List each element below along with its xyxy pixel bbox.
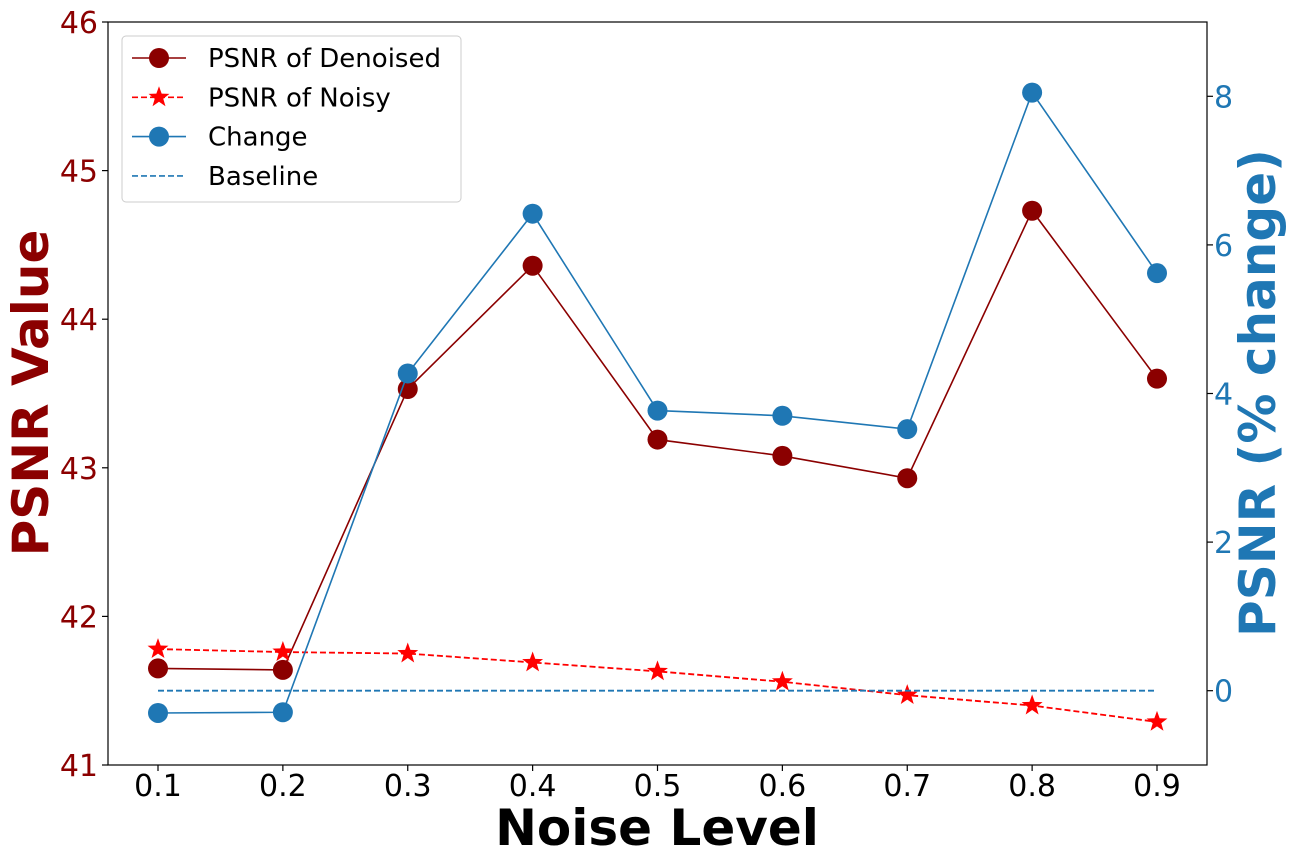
x-tick-label: 0.3 xyxy=(384,769,432,804)
data-point-change xyxy=(148,702,168,723)
data-point-change xyxy=(1022,82,1043,103)
data-point-change xyxy=(397,363,418,384)
right-y-tick-label: 2 xyxy=(1214,526,1233,561)
x-tick-label: 0.2 xyxy=(259,769,307,804)
x-axis-title: Noise Level xyxy=(495,799,819,857)
data-point-psnr-of-noisy xyxy=(1146,710,1168,731)
legend-label-psnr-of-denoised: PSNR of Denoised xyxy=(208,44,441,74)
data-point-change xyxy=(647,400,668,421)
data-point-psnr-of-noisy xyxy=(1021,694,1043,715)
data-point-psnr-of-noisy xyxy=(147,638,169,658)
series-line-psnr-of-noisy xyxy=(157,648,1158,723)
left-y-tick-label: 45 xyxy=(60,155,98,190)
x-tick-label: 0.1 xyxy=(134,769,182,804)
legend-box xyxy=(121,35,462,203)
left-y-tick-label: 42 xyxy=(60,600,98,635)
data-point-psnr-of-denoised xyxy=(397,379,418,400)
data-point-psnr-of-noisy xyxy=(771,670,793,691)
legend-marker-psnr-of-denoised xyxy=(149,48,169,68)
right-y-axis-title: PSNR (% change) xyxy=(1229,149,1287,637)
right-y-tick-label: 6 xyxy=(1214,229,1233,264)
legend-marker-psnr-of-noisy xyxy=(148,86,170,107)
data-point-change xyxy=(897,419,918,440)
series-layer xyxy=(147,82,1168,731)
left-y-axis-title: PSNR Value xyxy=(2,230,60,557)
data-point-psnr-of-noisy xyxy=(397,642,419,663)
legend: PSNR of Denoised PSNR of Noisy Change Basel… xyxy=(121,35,462,203)
data-point-psnr-of-denoised xyxy=(647,429,668,450)
data-point-psnr-of-noisy xyxy=(522,651,544,672)
x-tick-label: 0.6 xyxy=(759,769,807,804)
right-y-tick-label: 8 xyxy=(1214,80,1233,115)
data-point-psnr-of-noisy xyxy=(647,660,668,681)
left-y-tick-label: 43 xyxy=(60,452,98,487)
x-tick-label: 0.4 xyxy=(509,769,557,804)
data-point-psnr-of-noisy xyxy=(272,641,294,661)
data-point-change xyxy=(1147,263,1167,284)
left-y-tick-label: 41 xyxy=(60,749,98,784)
data-point-change xyxy=(772,405,793,426)
x-tick-label: 0.9 xyxy=(1133,769,1181,804)
legend-label-change: Change xyxy=(208,123,308,153)
data-point-psnr-of-denoised xyxy=(772,445,793,466)
data-point-psnr-of-denoised xyxy=(1147,368,1167,389)
right-y-tick-label: 0 xyxy=(1214,675,1233,710)
legend-marker-change xyxy=(149,126,169,147)
x-tick-label: 0.5 xyxy=(634,769,682,804)
left-y-tick-label: 44 xyxy=(60,303,98,338)
x-tick-label: 0.8 xyxy=(1008,769,1056,804)
right-y-tick-label: 4 xyxy=(1214,378,1233,413)
data-point-psnr-of-denoised xyxy=(148,658,168,679)
axes-layer: 0.1 0.2 0.3 0.4 0.5 0.6 0.7 0.8 0.94142434445460… xyxy=(60,6,1233,804)
legend-label-psnr-of-noisy: PSNR of Noisy xyxy=(208,83,391,113)
x-tick-label: 0.7 xyxy=(883,769,931,804)
legend-label-baseline: Baseline xyxy=(208,162,318,192)
data-point-psnr-of-noisy xyxy=(896,684,918,705)
data-point-psnr-of-denoised xyxy=(272,659,293,680)
data-point-change xyxy=(522,203,543,224)
data-point-psnr-of-denoised xyxy=(897,468,918,489)
data-point-psnr-of-denoised xyxy=(522,255,543,276)
data-point-change xyxy=(272,702,293,723)
data-point-psnr-of-denoised xyxy=(1022,200,1043,221)
left-y-tick-label: 46 xyxy=(60,6,98,41)
